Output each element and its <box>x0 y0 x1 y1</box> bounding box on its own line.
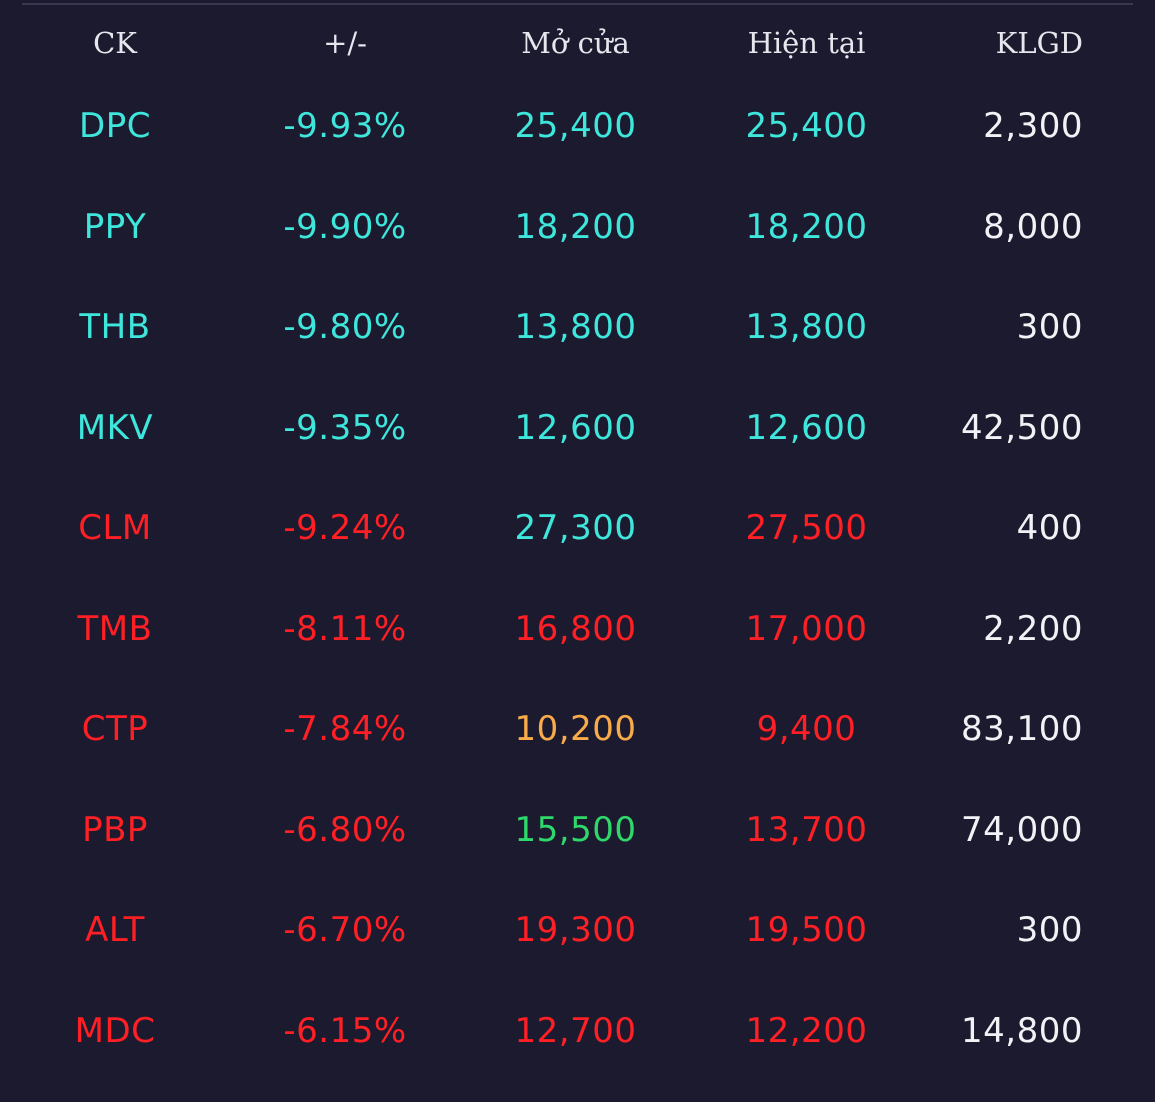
cell-ck: MKV <box>76 407 154 448</box>
cell-current: 25,400 <box>745 106 868 147</box>
cell-current: 13,800 <box>745 307 868 348</box>
cell-volume: 14,800 <box>961 1010 1083 1051</box>
cell-change: -9.80% <box>283 307 407 348</box>
table-header: CK +/- Mở cửa Hiện tại KLGD <box>0 18 1155 68</box>
cell-open: 12,600 <box>514 407 637 448</box>
cell-open: 27,300 <box>514 508 637 549</box>
cell-current: 19,500 <box>745 910 868 951</box>
cell-current: 17,000 <box>745 608 868 649</box>
table-row[interactable]: MDC -6.15% 12,700 12,200 14,800 <box>0 981 1155 1082</box>
table-row[interactable]: THB -9.80% 13,800 13,800 300 <box>0 277 1155 378</box>
cell-open: 19,300 <box>514 910 637 951</box>
cell-ck: PBP <box>82 809 148 850</box>
table-row[interactable]: CLM -9.24% 27,300 27,500 400 <box>0 478 1155 579</box>
cell-change: -9.35% <box>283 407 407 448</box>
cell-open: 18,200 <box>514 206 637 247</box>
cell-open: 10,200 <box>514 709 637 750</box>
cell-volume: 83,100 <box>961 709 1083 750</box>
table-row[interactable]: PPY -9.90% 18,200 18,200 8,000 <box>0 177 1155 278</box>
cell-ck: MDC <box>74 1010 156 1051</box>
cell-current: 12,200 <box>745 1010 868 1051</box>
header-change[interactable]: +/- <box>323 26 367 60</box>
cell-change: -6.80% <box>283 809 407 850</box>
cell-ck: DPC <box>79 106 151 147</box>
cell-ck: TMB <box>77 608 153 649</box>
cell-change: -9.93% <box>283 106 407 147</box>
cell-open: 15,500 <box>514 809 637 850</box>
header-open[interactable]: Mở cửa <box>521 26 630 60</box>
cell-ck: ALT <box>85 910 145 951</box>
cell-change: -6.15% <box>283 1010 407 1051</box>
cell-current: 9,400 <box>756 709 857 750</box>
cell-change: -9.24% <box>283 508 407 549</box>
header-volume[interactable]: KLGD <box>995 26 1083 60</box>
cell-volume: 74,000 <box>961 809 1083 850</box>
table-body: DPC -9.93% 25,400 25,400 2,300 PPY -9.90… <box>0 76 1155 1081</box>
cell-open: 16,800 <box>514 608 637 649</box>
cell-current: 27,500 <box>745 508 868 549</box>
cell-ck: CTP <box>81 709 149 750</box>
cell-volume: 2,300 <box>983 106 1083 147</box>
cell-volume: 42,500 <box>961 407 1083 448</box>
cell-open: 12,700 <box>514 1010 637 1051</box>
cell-change: -7.84% <box>283 709 407 750</box>
top-divider <box>22 3 1133 5</box>
cell-volume: 300 <box>1016 307 1083 348</box>
cell-current: 13,700 <box>745 809 868 850</box>
header-ck[interactable]: CK <box>93 26 137 60</box>
cell-volume: 300 <box>1016 910 1083 951</box>
table-row[interactable]: CTP -7.84% 10,200 9,400 83,100 <box>0 679 1155 780</box>
cell-ck: CLM <box>78 508 152 549</box>
cell-volume: 8,000 <box>983 206 1083 247</box>
cell-change: -9.90% <box>283 206 407 247</box>
table-row[interactable]: DPC -9.93% 25,400 25,400 2,300 <box>0 76 1155 177</box>
cell-change: -6.70% <box>283 910 407 951</box>
table-row[interactable]: TMB -8.11% 16,800 17,000 2,200 <box>0 579 1155 680</box>
cell-current: 18,200 <box>745 206 868 247</box>
header-current[interactable]: Hiện tại <box>747 26 866 60</box>
table-row[interactable]: ALT -6.70% 19,300 19,500 300 <box>0 880 1155 981</box>
cell-open: 13,800 <box>514 307 637 348</box>
cell-ck: THB <box>79 307 151 348</box>
table-row[interactable]: PBP -6.80% 15,500 13,700 74,000 <box>0 780 1155 881</box>
cell-volume: 400 <box>1016 508 1083 549</box>
cell-volume: 2,200 <box>983 608 1083 649</box>
cell-ck: PPY <box>83 206 147 247</box>
table-row[interactable]: MKV -9.35% 12,600 12,600 42,500 <box>0 378 1155 479</box>
cell-change: -8.11% <box>283 608 407 649</box>
cell-current: 12,600 <box>745 407 868 448</box>
cell-open: 25,400 <box>514 106 637 147</box>
